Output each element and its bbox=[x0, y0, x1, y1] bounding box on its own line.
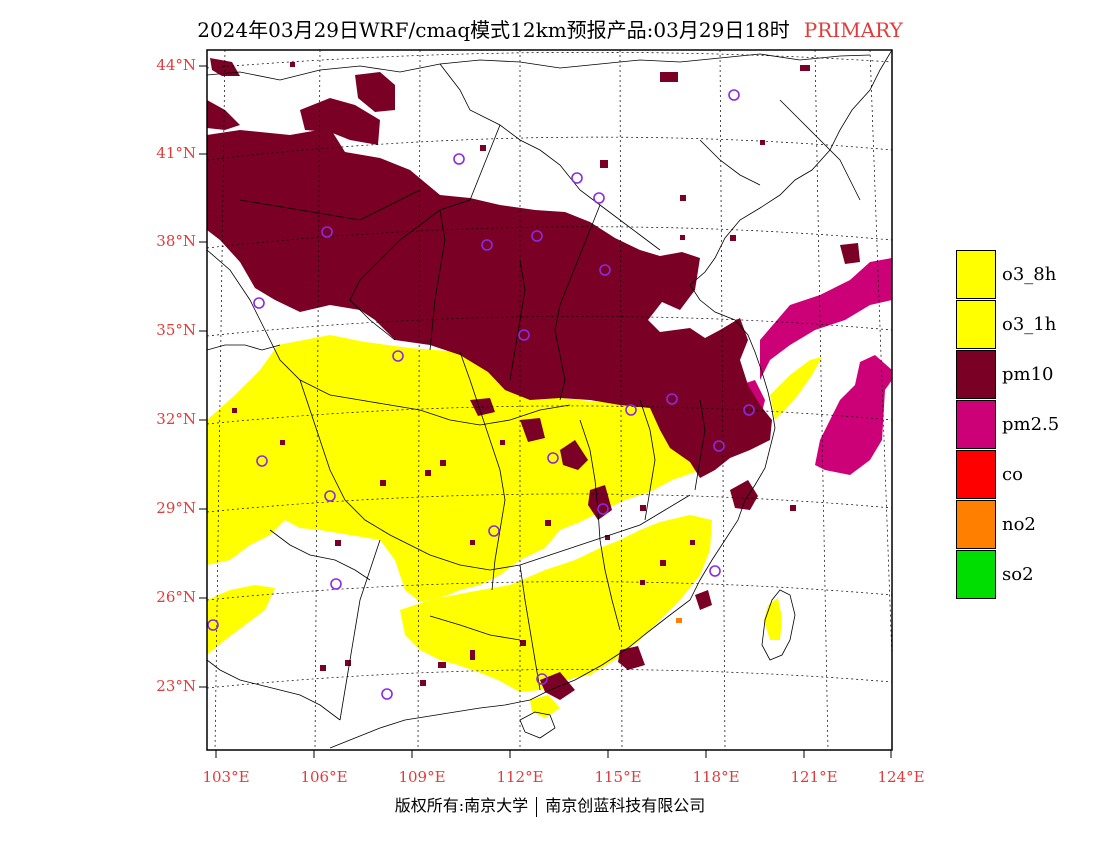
lat-label-38n: 38°N bbox=[156, 232, 196, 250]
legend-item-pm10: pm10 bbox=[956, 350, 1096, 400]
legend-swatch bbox=[956, 400, 996, 449]
lon-label-103e: 103°E bbox=[202, 768, 250, 786]
lat-label-23n: 23°N bbox=[156, 677, 196, 695]
lat-label-35n: 35°N bbox=[156, 321, 196, 339]
copyright-divider bbox=[536, 796, 538, 817]
legend-swatch bbox=[956, 550, 996, 599]
legend-label: pm10 bbox=[1002, 364, 1054, 385]
legend-item-o3-1h: o3_1h bbox=[956, 300, 1096, 350]
lon-label-121e: 121°E bbox=[790, 768, 838, 786]
lat-label-41n: 41°N bbox=[156, 144, 196, 162]
graticule bbox=[207, 50, 892, 750]
lat-label-29n: 29°N bbox=[156, 499, 196, 517]
legend-item-o3-8h: o3_8h bbox=[956, 250, 1096, 300]
legend-swatch bbox=[956, 350, 996, 399]
lat-ticks bbox=[199, 65, 207, 688]
legend-label: o3_1h bbox=[1002, 314, 1057, 335]
copyright-right: 南京创蓝科技有限公司 bbox=[545, 796, 706, 815]
legend-item-so2: so2 bbox=[956, 550, 1096, 600]
legend-label: no2 bbox=[1002, 514, 1036, 535]
lon-label-106e: 106°E bbox=[300, 768, 348, 786]
lon-ticks bbox=[215, 750, 892, 758]
legend-label: pm2.5 bbox=[1002, 414, 1060, 435]
map-title: 2024年03月29日WRF/cmaq模式12km预报产品:03月29日18时 P… bbox=[0, 14, 1100, 43]
legend-label: co bbox=[1002, 464, 1023, 485]
legend-label: o3_8h bbox=[1002, 264, 1057, 285]
lat-label-26n: 26°N bbox=[156, 588, 196, 606]
copyright-left: 版权所有:南京大学 bbox=[394, 796, 529, 815]
lat-label-32n: 32°N bbox=[156, 410, 196, 428]
map-frame bbox=[206, 49, 893, 751]
legend-item-co: co bbox=[956, 450, 1096, 500]
legend: o3_8h o3_1h pm10 pm2.5 co no2 so2 bbox=[956, 250, 1096, 600]
o3-regions bbox=[207, 335, 822, 718]
lon-label-118e: 118°E bbox=[692, 768, 740, 786]
pm10-specks bbox=[232, 62, 810, 686]
legend-swatch bbox=[956, 450, 996, 499]
no2-specks bbox=[676, 618, 682, 623]
station-markers bbox=[207, 89, 755, 700]
lat-label-44n: 44°N bbox=[156, 56, 196, 74]
boundaries bbox=[207, 50, 892, 749]
lon-label-115e: 115°E bbox=[594, 768, 642, 786]
lon-label-109e: 109°E bbox=[398, 768, 446, 786]
title-text: 2024年03月29日WRF/cmaq模式12km预报产品:03月29日18时 bbox=[197, 18, 790, 42]
legend-swatch bbox=[956, 250, 996, 299]
legend-swatch bbox=[956, 300, 996, 349]
lon-label-124e: 124°E bbox=[877, 768, 925, 786]
legend-swatch bbox=[956, 500, 996, 549]
legend-item-no2: no2 bbox=[956, 500, 1096, 550]
legend-label: so2 bbox=[1002, 564, 1034, 585]
copyright: 版权所有:南京大学 南京创蓝科技有限公司 bbox=[0, 792, 1100, 817]
legend-item-pm25: pm2.5 bbox=[956, 400, 1096, 450]
pm10-regions bbox=[207, 58, 860, 700]
title-tag: PRIMARY bbox=[803, 18, 903, 42]
lon-label-112e: 112°E bbox=[496, 768, 544, 786]
